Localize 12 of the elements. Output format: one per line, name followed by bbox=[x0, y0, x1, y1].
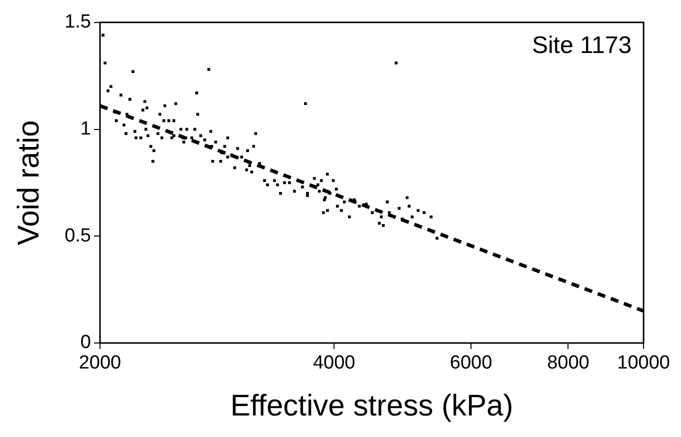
y-tick-label: 0.5 bbox=[64, 225, 91, 246]
x-tick-label: 10000 bbox=[617, 352, 670, 374]
y-tick-label: 1 bbox=[80, 118, 91, 140]
annotation: Site 1173 bbox=[532, 32, 632, 60]
x-tick-label: 6000 bbox=[450, 352, 492, 374]
x-axis-title: Effective stress (kPa) bbox=[230, 389, 514, 422]
x-tick-label: 8000 bbox=[547, 352, 590, 374]
x-tick-label: 2000 bbox=[78, 352, 122, 374]
y-tick-label: 1.5 bbox=[64, 12, 91, 33]
x-tick-label: 4000 bbox=[312, 352, 356, 374]
y-tick-label: 0 bbox=[80, 332, 91, 354]
y-axis-title: Void ratio bbox=[12, 120, 46, 246]
